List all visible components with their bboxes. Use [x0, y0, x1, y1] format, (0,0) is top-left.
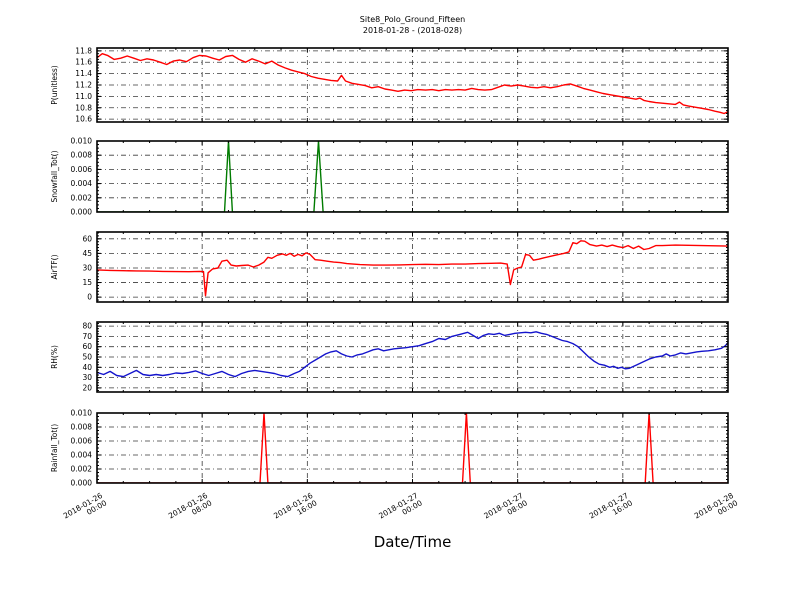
ytick-label: 0.010 [71, 409, 93, 418]
ytick-label: 40 [82, 363, 92, 372]
ytick-label: 50 [82, 353, 92, 362]
y-axis-label-Rainfall: Rainfall_Tot() [50, 424, 59, 472]
chart-title-block: Site8_Polo_Ground_Fifteen 2018-01-28 - (… [97, 14, 728, 36]
ytick-label: 30 [82, 263, 92, 272]
xtick-label: 2018-01-2708:00 [482, 491, 529, 528]
series-line-AirTF [97, 240, 728, 297]
chart-subtitle: 2018-01-28 - (2018-028) [362, 26, 463, 35]
ytick-label: 60 [82, 234, 92, 243]
ytick-label: 11.6 [75, 58, 92, 67]
ytick-label: 0.004 [71, 179, 93, 188]
ytick-label: 0.008 [71, 423, 93, 432]
xtick-label: 2018-01-2608:00 [167, 491, 214, 528]
ytick-label: 11.4 [75, 69, 92, 78]
xtick-label: 2018-01-2800:00 [693, 491, 740, 528]
ytick-label: 20 [82, 383, 92, 392]
ytick-label: 80 [82, 322, 92, 331]
y-axis-label-AirTF: AirTF() [50, 254, 59, 279]
ytick-label: 0.004 [71, 451, 93, 460]
panel-border [96, 231, 729, 303]
panel-border [96, 412, 729, 484]
xtick-label: 2018-01-2716:00 [588, 491, 635, 528]
ytick-label: 0.008 [71, 151, 93, 160]
y-axis-label-RH: RH(%) [50, 345, 59, 369]
ytick-label: 0.000 [71, 208, 93, 217]
panel-Snowfall: 0.000 0.002 0.004 0.006 0.008 0.010 Snowfall_T… [50, 137, 729, 217]
ytick-label: 45 [82, 249, 92, 258]
xtick-label: 2018-01-2616:00 [272, 491, 319, 528]
ytick-label: 0.006 [71, 437, 93, 446]
ytick-label: 60 [82, 342, 92, 351]
xtick-label: 2018-01-2700:00 [377, 491, 424, 528]
y-axis-label-P: P(unitless) [50, 65, 59, 104]
chart-title: Site8_Polo_Ground_Fifteen [359, 15, 466, 24]
panel-AirTF: 0 15 30 45 60 AirTF() [50, 231, 729, 303]
ytick-label: 70 [82, 332, 92, 341]
ytick-label: 0.002 [71, 193, 93, 202]
x-axis-title: Date/Time [373, 533, 452, 551]
ytick-label: 11.2 [75, 81, 92, 90]
y-axis-label-Snowfall: Snowfall_Tot() [50, 150, 59, 202]
xtick-label: 2018-01-2600:00 [62, 491, 109, 528]
ytick-label: 0.000 [71, 479, 93, 488]
ytick-label: 0.006 [71, 165, 93, 174]
ytick-label: 11.8 [75, 46, 92, 55]
series-line-Rainfall [97, 413, 728, 483]
ytick-label: 0.010 [71, 137, 93, 146]
ytick-label: 30 [82, 373, 92, 382]
ytick-label: 11.0 [75, 92, 92, 101]
series-line-Snowfall [97, 141, 728, 212]
ytick-label: 10.8 [75, 103, 92, 112]
series-line-RH [97, 331, 728, 378]
series-line-P [97, 53, 728, 115]
ytick-label: 15 [82, 278, 92, 287]
panel-Rainfall: 0.000 0.002 0.004 0.006 0.008 0.010 Rainfall_T… [50, 409, 729, 488]
ytick-label: 0.002 [71, 465, 93, 474]
ytick-label: 10.6 [75, 115, 92, 124]
ytick-label: 0 [87, 293, 92, 302]
panel-P: 10.6 10.8 11.0 11.2 11.4 11.6 11.8 P(unitless) [50, 46, 729, 124]
